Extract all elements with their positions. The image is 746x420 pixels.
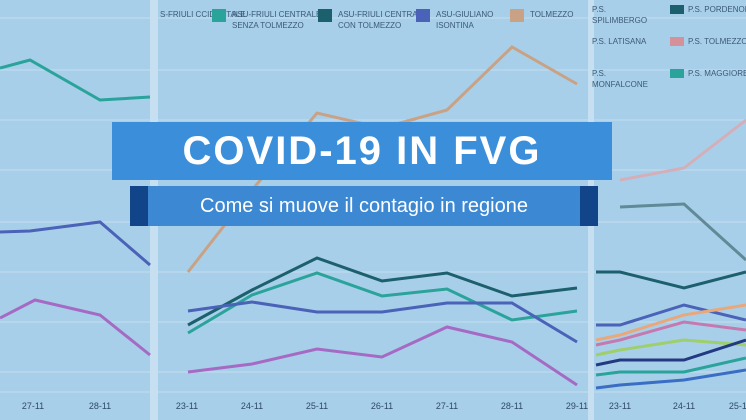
legend-swatch [416, 9, 430, 22]
legend-label: P.S. SPILIMBERGO [592, 5, 648, 25]
legend-label: P.S. MAGGIORE [688, 69, 746, 78]
legend-swatch [318, 9, 332, 22]
legend-swatch [670, 37, 684, 46]
x-tick-label: 24-11 [672, 401, 696, 411]
legend-swatch [670, 5, 684, 14]
x-tick-label: 28-11 [88, 401, 112, 411]
x-tick-label: 27-11 [435, 401, 459, 411]
x-tick-label: 25-11 [305, 401, 329, 411]
legend-label: P.S. LATISANA [592, 37, 647, 46]
legend-swatch [212, 9, 226, 22]
legend-label: ASU-FRIULI CENTRALE CON TOLMEZZO [338, 10, 428, 30]
legend-label: ASU-FRIULI CENTRALE SENZA TOLMEZZO [232, 10, 322, 30]
legend-swatch [510, 9, 524, 22]
banner-subtitle: Come si muove il contagio in regione [130, 186, 598, 226]
legend-label: S-FRIULI CCIDENTALE [160, 10, 246, 19]
legend-label: ASU-GIULIANO ISONTINA [436, 10, 494, 30]
legend-label: P.S. MONFALCONE [592, 69, 649, 89]
legend-label: TOLMEZZO [530, 10, 574, 19]
x-tick-label: 24-11 [240, 401, 264, 411]
x-tick-label: 26-11 [370, 401, 394, 411]
x-tick-label: 25-11 [728, 401, 746, 411]
legend-swatch [670, 69, 684, 78]
banner-title: COVID-19 IN FVG [112, 122, 612, 180]
x-tick-label: 28-11 [500, 401, 524, 411]
x-tick-label: 27-11 [21, 401, 45, 411]
x-tick-label: 29-11 [565, 401, 589, 411]
x-tick-label: 23-11 [608, 401, 632, 411]
x-tick-label: 23-11 [175, 401, 199, 411]
legend-label: P.S. TOLMEZZO [688, 37, 746, 46]
legend-label: P.S. PORDENONE [688, 5, 746, 14]
